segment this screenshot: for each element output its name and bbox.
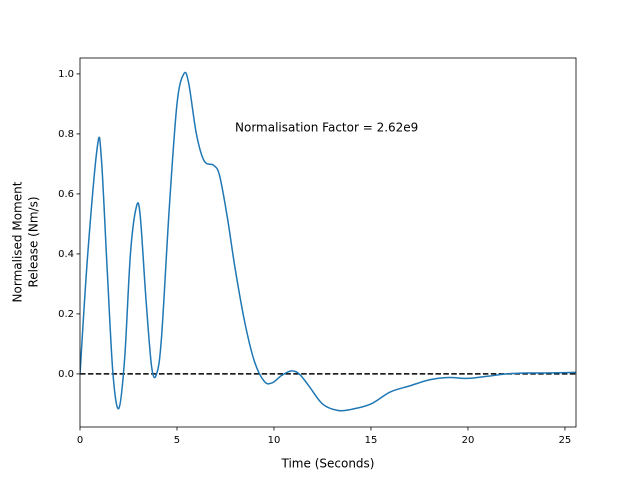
y-tick-label: 0.2 — [58, 309, 74, 320]
x-tick-label: 0 — [77, 435, 83, 446]
data-line — [80, 71, 576, 412]
y-axis-label: Normalised Moment — [11, 181, 25, 302]
plot-frame — [79, 57, 577, 428]
y-tick-label: 0.0 — [58, 369, 74, 380]
y-tick-label: 0.6 — [58, 189, 74, 200]
annotation: Normalisation Factor = 2.62e9 — [235, 121, 418, 135]
x-tick-label: 20 — [462, 435, 475, 446]
y-axis-label: Release (Nm/s) — [27, 196, 41, 287]
y-tick-label: 0.4 — [58, 249, 74, 260]
y-tick-label: 0.8 — [58, 129, 74, 140]
x-tick-label: 5 — [174, 435, 180, 446]
x-tick-label: 10 — [268, 435, 281, 446]
x-axis-label: Time (Seconds) — [281, 457, 375, 471]
y-tick-label: 1.0 — [58, 69, 74, 80]
x-tick-label: 25 — [559, 435, 572, 446]
x-tick-label: 15 — [365, 435, 378, 446]
